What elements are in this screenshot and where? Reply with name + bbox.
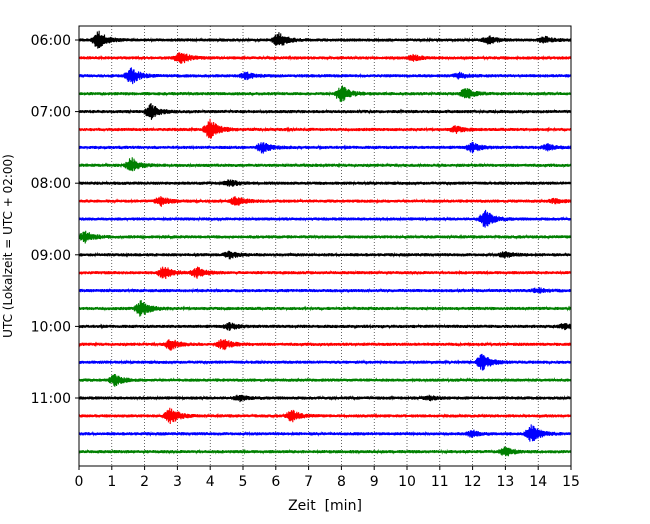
trace-0945 [78,300,572,317]
x-tick-label: 2 [140,474,149,490]
seismic-traces [78,30,572,457]
trace-1115 [78,407,572,424]
y-axis-label: UTC (Lokalzeit = UTC + 02:00) [1,154,15,338]
x-axis-label: Zeit [min] [288,498,362,514]
trace-0930 [78,287,572,294]
trace-0615 [78,52,572,65]
x-tick-label: 3 [173,474,182,490]
trace-1145 [78,446,572,457]
trace-0645 [78,85,572,103]
trace-1045 [78,373,572,387]
x-tick-label: 15 [562,474,580,490]
y-tick-label: 11:00 [31,391,71,407]
y-axis-ticks: 06:00 07:00 08:00 09:00 10:00 11:00 [31,33,79,407]
x-tick-label: 1 [107,474,116,490]
y-tick-label: 07:00 [31,105,71,121]
x-tick-label: 4 [206,474,215,490]
x-tick-label: 10 [398,474,416,490]
trace-0630 [78,67,572,85]
x-tick-label: 8 [337,474,346,490]
trace-0715 [78,118,572,139]
trace-0815 [78,196,572,207]
y-tick-label: 09:00 [31,248,71,264]
x-tick-label: 12 [464,474,482,490]
trace-0600 [78,30,572,49]
trace-0845 [78,230,572,244]
x-tick-label: 14 [529,474,547,490]
trace-0730 [78,141,572,154]
trace-0915 [78,266,572,280]
trace-0800 [78,179,572,187]
x-tick-label: 0 [75,474,84,490]
x-axis-ticks: 0 1 2 3 4 5 6 7 8 9 10 11 12 13 14 15 [75,466,580,490]
x-tick-label: 9 [370,474,379,490]
grid-lines [111,26,539,466]
y-tick-label: 06:00 [31,33,71,49]
x-tick-label: 7 [304,474,313,490]
x-tick-label: 11 [431,474,449,490]
x-tick-label: 13 [496,474,514,490]
trace-1015 [78,339,572,351]
y-tick-label: 10:00 [31,319,71,335]
trace-0900 [78,250,572,260]
trace-1030 [78,353,572,371]
x-tick-label: 5 [239,474,248,490]
trace-1100 [78,394,572,403]
plot-frame [78,25,572,467]
trace-0700 [78,103,572,120]
trace-0830 [78,209,572,228]
x-tick-label: 6 [271,474,280,490]
y-tick-label: 08:00 [31,176,71,192]
trace-1130 [78,424,572,442]
trace-0745 [78,157,572,172]
trace-1000 [78,322,572,331]
